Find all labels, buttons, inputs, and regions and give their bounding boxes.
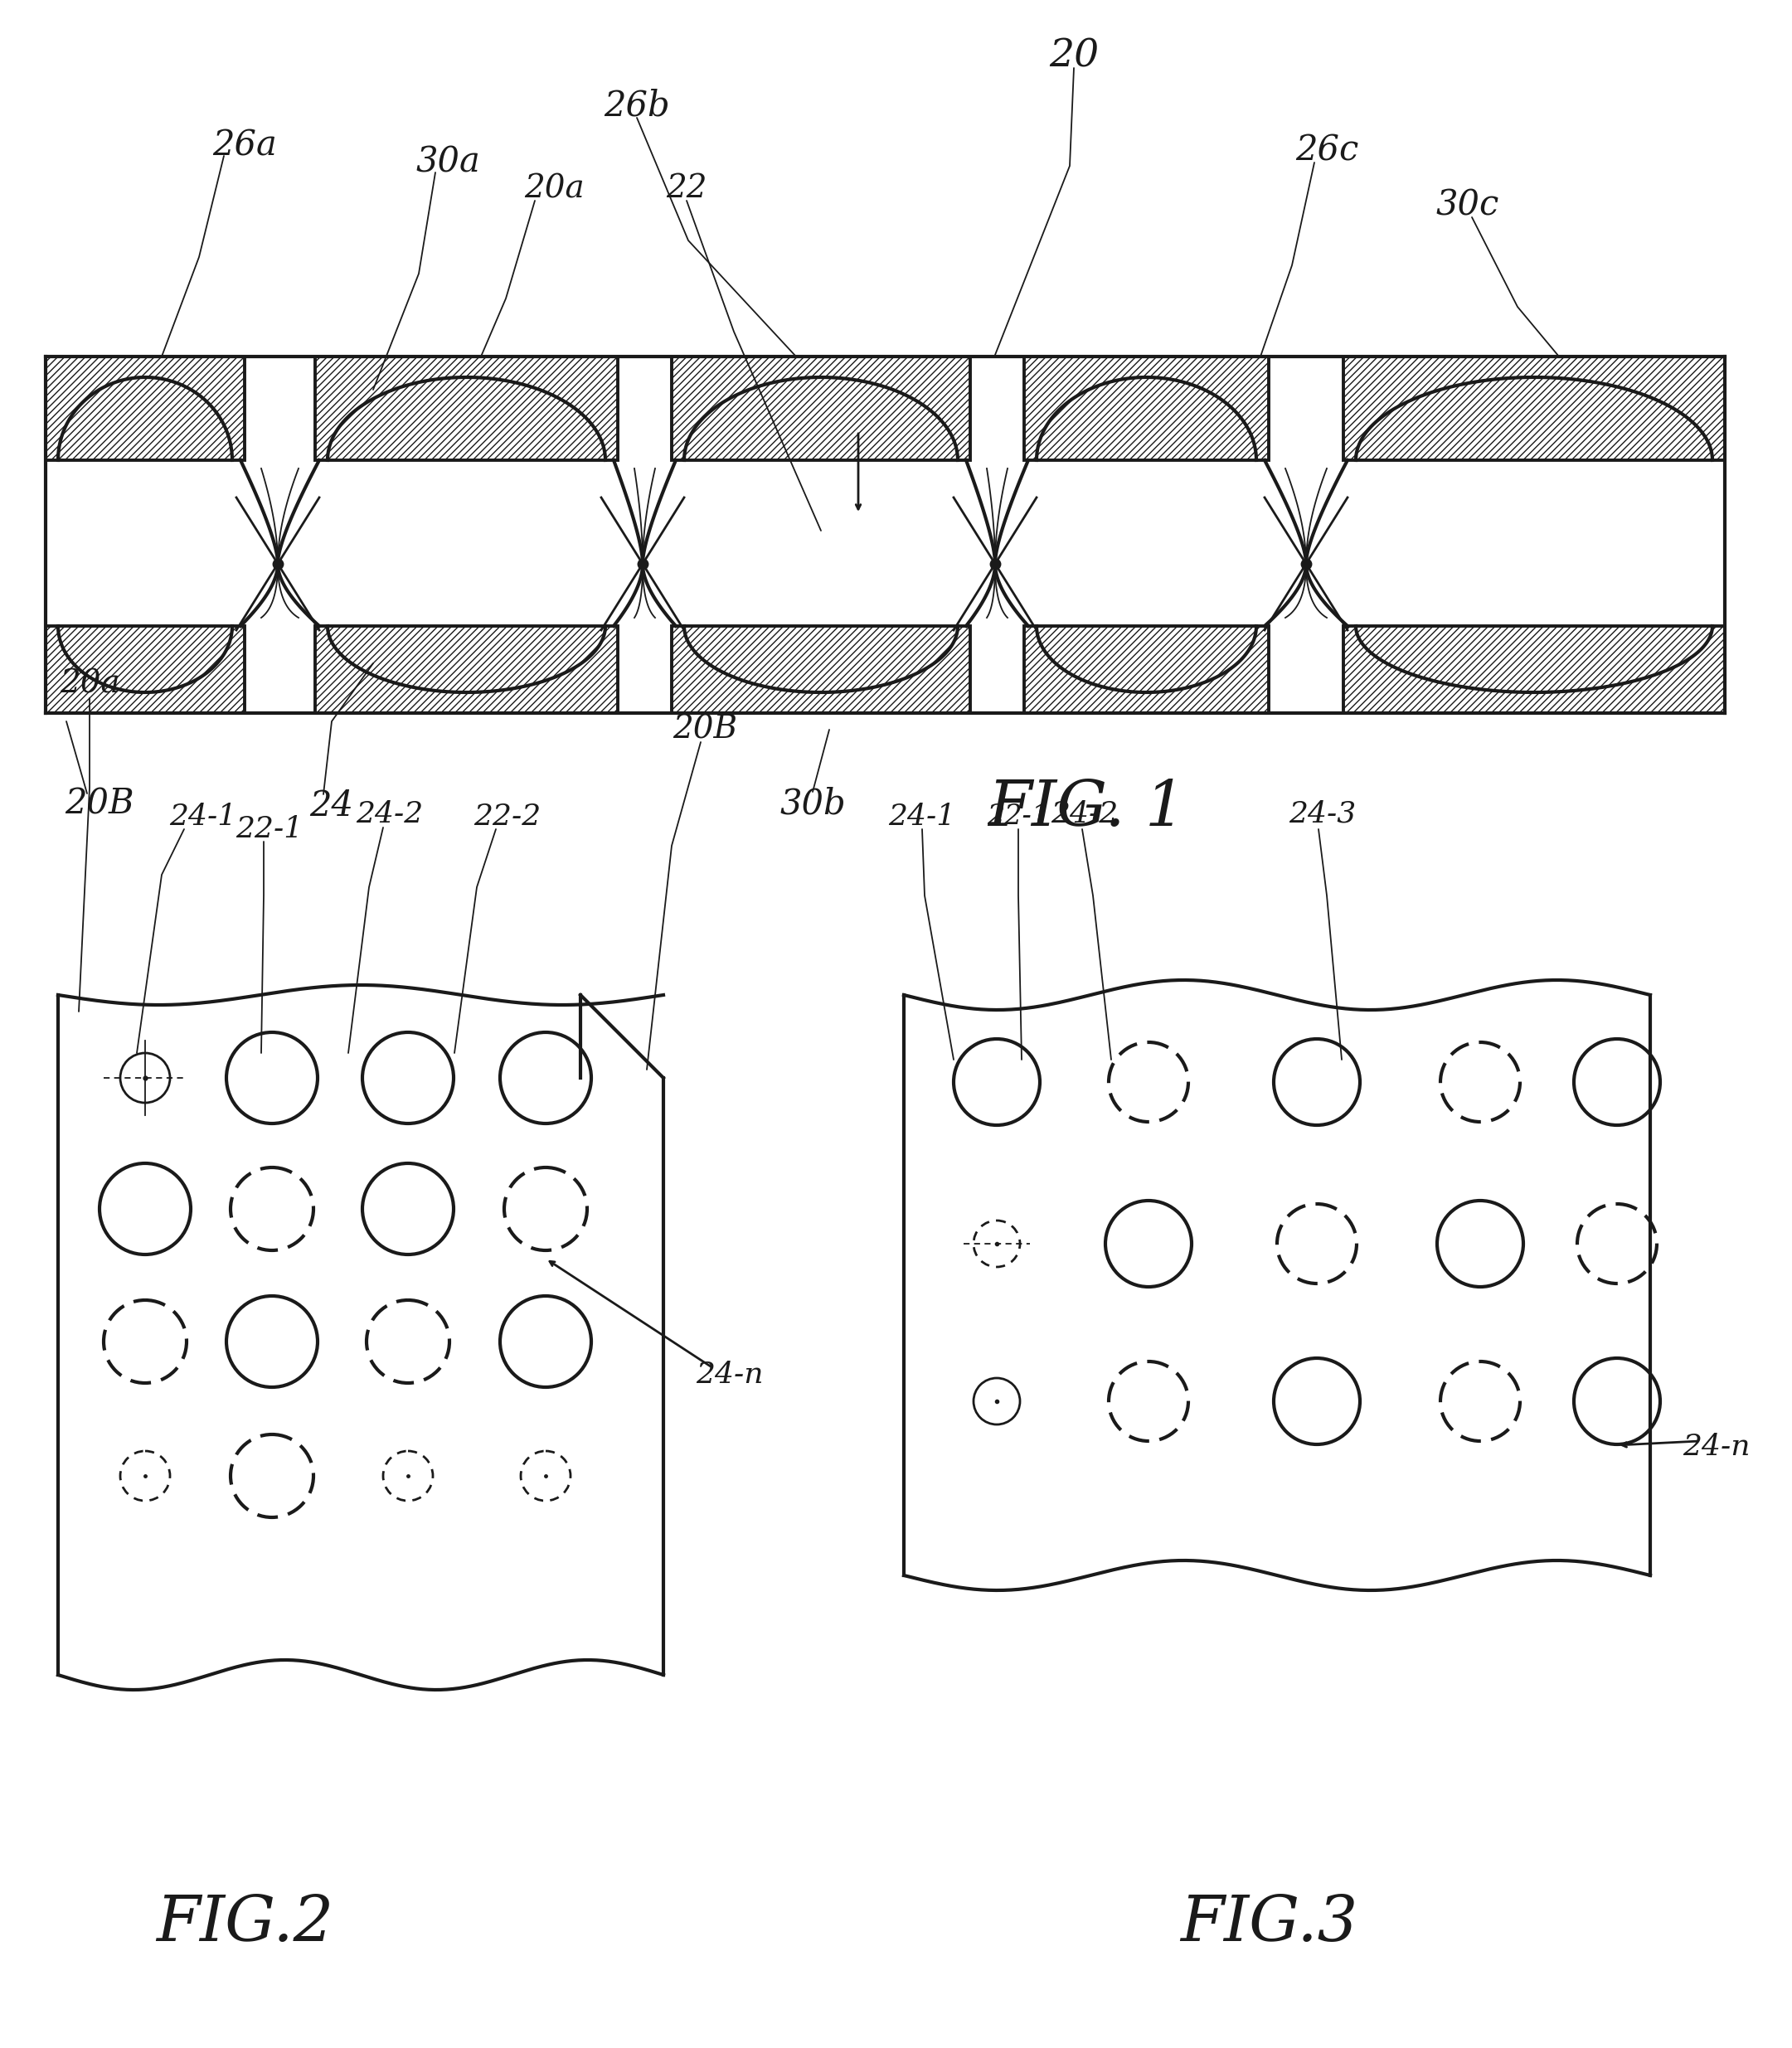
Polygon shape	[1344, 627, 1726, 713]
Polygon shape	[315, 356, 618, 461]
Polygon shape	[1023, 356, 1269, 461]
Text: 20: 20	[1048, 37, 1098, 76]
Polygon shape	[315, 627, 618, 713]
Text: 24-2: 24-2	[357, 801, 423, 827]
Text: 24: 24	[310, 788, 353, 823]
Text: 26a: 26a	[211, 127, 278, 162]
Polygon shape	[1023, 627, 1269, 713]
Text: 24-2: 24-2	[1050, 801, 1118, 827]
Text: 22-1: 22-1	[237, 815, 303, 844]
Text: 24-3: 24-3	[1288, 801, 1357, 827]
Text: 22: 22	[667, 174, 708, 205]
Polygon shape	[1344, 627, 1726, 713]
Text: FIG.2: FIG.2	[156, 1892, 333, 1954]
Polygon shape	[672, 627, 969, 713]
Polygon shape	[45, 627, 246, 713]
Text: 22-2: 22-2	[473, 803, 541, 831]
Text: FIG. 1: FIG. 1	[987, 778, 1185, 840]
Polygon shape	[672, 627, 969, 713]
Polygon shape	[672, 356, 969, 461]
Polygon shape	[45, 356, 246, 461]
Text: 26b: 26b	[604, 88, 670, 123]
Text: 20a: 20a	[59, 670, 120, 698]
Text: 30b: 30b	[780, 786, 846, 821]
Polygon shape	[315, 356, 618, 461]
Text: 26c: 26c	[1296, 133, 1358, 168]
Polygon shape	[45, 627, 246, 713]
Text: 24-n: 24-n	[1683, 1434, 1751, 1460]
Polygon shape	[1023, 356, 1269, 461]
Text: 20B: 20B	[65, 786, 134, 821]
Text: 24-1: 24-1	[170, 803, 237, 831]
Text: 30c: 30c	[1435, 188, 1500, 223]
Text: 30a: 30a	[416, 143, 480, 178]
Text: 24-n: 24-n	[695, 1360, 763, 1389]
Polygon shape	[315, 627, 618, 713]
Text: 20a: 20a	[523, 174, 584, 205]
Polygon shape	[1344, 356, 1726, 461]
Text: 24-1: 24-1	[889, 803, 955, 831]
Text: FIG.3: FIG.3	[1179, 1892, 1358, 1954]
Polygon shape	[672, 356, 969, 461]
Text: 20B: 20B	[672, 715, 737, 745]
Polygon shape	[1023, 627, 1269, 713]
Polygon shape	[1344, 356, 1726, 461]
Text: 22-1: 22-1	[987, 803, 1050, 829]
Polygon shape	[45, 356, 246, 461]
